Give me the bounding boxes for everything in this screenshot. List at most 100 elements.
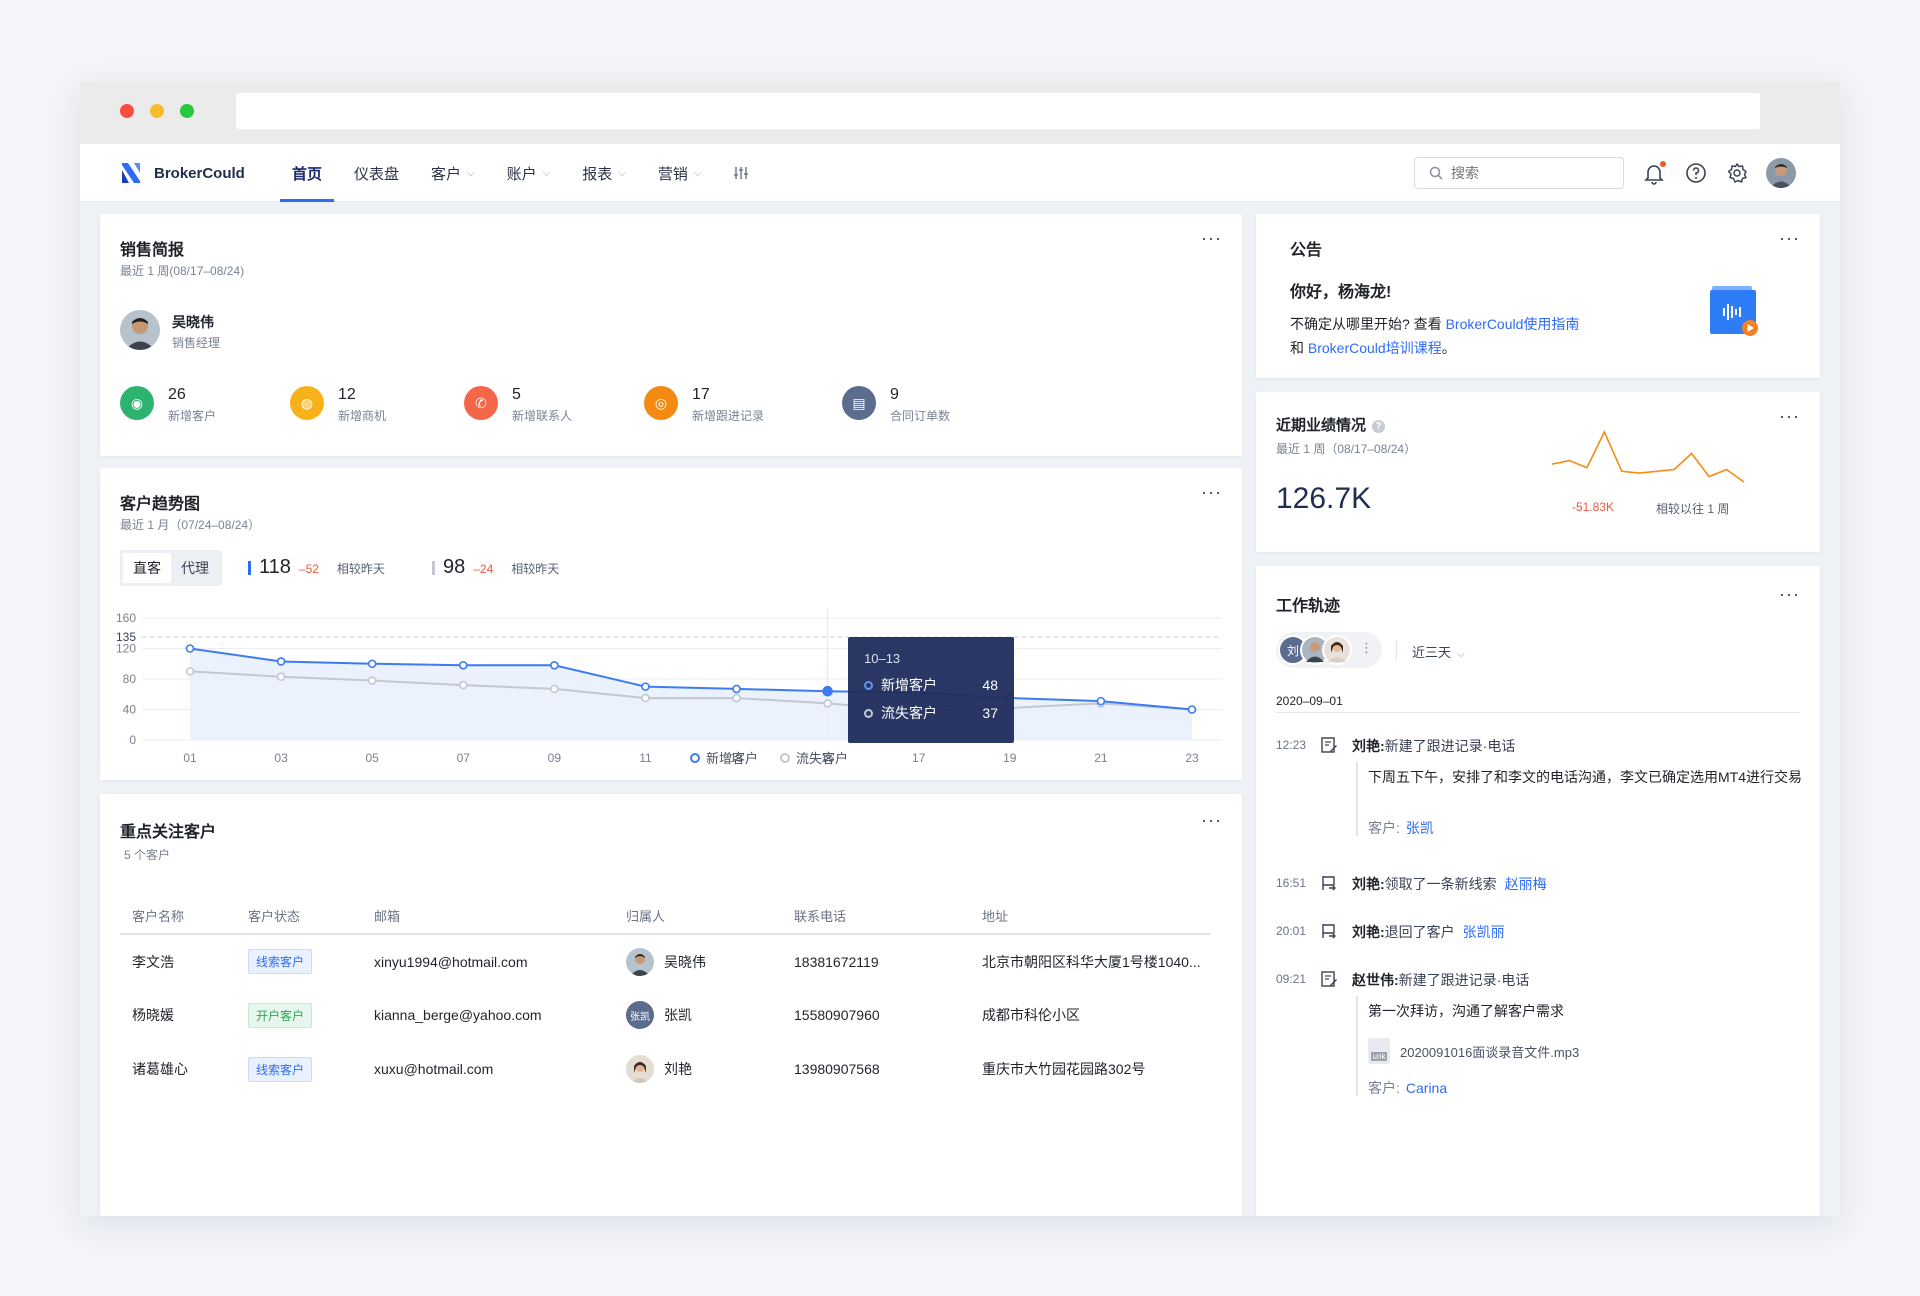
event-action: 新建了跟进记录·电话 (1398, 972, 1530, 988)
table-row[interactable]: 诸葛雄心 线索客户 xuxu@hotmail.com 刘艳 13980907568 重庆市… (120, 1042, 1210, 1096)
stat-value: 17 (692, 386, 710, 403)
data-point[interactable] (1187, 705, 1197, 714)
event-text: 赵世伟:新建了跟进记录·电话 (1352, 970, 1529, 990)
range-select[interactable]: 近三天 ⌵ (1412, 645, 1465, 660)
file-icon: unk (1368, 1038, 1390, 1064)
customer-name: 杨晓媛 (132, 1007, 174, 1023)
data-point[interactable] (641, 693, 650, 703)
column-header: 客户状态 (236, 898, 362, 935)
stat-label: 新增商机 (338, 409, 387, 423)
card-period: 最近 1 周(08/17–08/24) (120, 264, 245, 278)
stat-label: 新增客户 (168, 409, 217, 423)
customer-table: 客户名称 客户状态 邮箱 归属人 联系电话 地址 李文浩 线索客户 xinyu1994@hot… (120, 898, 1210, 1096)
settings-button[interactable] (1725, 161, 1749, 185)
trend-chart: 0 40 80 120 160 135 01 03 05 07 09 11 13 15 17 19 21 23 (116, 608, 1222, 765)
table-row[interactable]: 杨晓媛 开户客户 kianna_berge@yahoo.com 张凯 张凯 1558090… (120, 988, 1210, 1042)
performance-delta: -51.83K (1572, 500, 1615, 514)
data-point[interactable] (732, 684, 741, 694)
nav-item-3[interactable]: 账户 ⌵ (495, 144, 563, 202)
x-tick-label: 23 (1185, 751, 1199, 765)
search-input[interactable] (1451, 165, 1611, 181)
email-cell: xinyu1994@hotmail.com (374, 953, 528, 970)
divider (1396, 640, 1397, 660)
tooltip-label: 流失客户 (881, 705, 937, 721)
owner-name: 吴晓伟 (664, 953, 706, 970)
nav-item-0[interactable]: 首页 (280, 144, 335, 202)
stat-item: ◍ 12 新增商机 (290, 386, 386, 424)
guide-link[interactable]: BrokerCould使用指南 (1445, 316, 1580, 332)
event-detail: 第一次拜访，沟通了解客户需求 (1368, 1003, 1564, 1019)
x-tick-label: 01 (183, 751, 197, 765)
nav-item-2[interactable]: 客户 ⌵ (419, 144, 487, 202)
more-button[interactable]: ··· (1201, 810, 1222, 830)
brand-logo[interactable]: BrokerCould (120, 161, 245, 185)
event-link[interactable]: 赵丽梅 (1504, 876, 1547, 892)
data-point[interactable] (822, 685, 833, 697)
more-button[interactable]: ··· (1201, 228, 1222, 248)
data-point[interactable] (823, 699, 832, 708)
event-action: 领取了一条新线索 (1384, 876, 1497, 892)
status-cell: 线索客户 (236, 1042, 362, 1096)
address-bar[interactable] (236, 93, 1760, 129)
flag-icon (1320, 874, 1338, 892)
help-icon[interactable]: ? (1372, 419, 1386, 433)
event-link[interactable]: 张凯丽 (1462, 924, 1505, 940)
member-avatars[interactable]: 刘 ⋮ (1276, 632, 1382, 668)
data-point[interactable] (276, 657, 286, 666)
data-point[interactable] (732, 693, 741, 703)
gear-icon (1727, 163, 1747, 183)
maximize-window-button[interactable] (180, 104, 194, 118)
course-link[interactable]: BrokerCould培训课程 (1307, 340, 1442, 356)
event-actor: 刘艳: (1352, 924, 1385, 940)
location-icon: ◎ (644, 386, 678, 420)
chart-legend: 新增客户 流失客户 (690, 748, 848, 767)
address-cell: 成都市科伦小区 (982, 1007, 1080, 1023)
nav-customize-button[interactable] (721, 144, 761, 202)
data-point[interactable] (458, 660, 468, 670)
data-point[interactable] (458, 680, 468, 690)
owner-cell: 刘艳 (614, 1042, 782, 1096)
data-point[interactable] (367, 659, 377, 669)
more-button[interactable]: ··· (1779, 406, 1800, 426)
tab-agent[interactable]: 代理 (181, 560, 209, 576)
data-point[interactable] (641, 682, 650, 691)
owner: 刘艳 (626, 1055, 782, 1083)
table-row[interactable]: 李文浩 线索客户 xinyu1994@hotmail.com 吴晓伟 183816721… (120, 934, 1210, 988)
sliders-icon (734, 167, 749, 179)
tab-direct[interactable]: 直客 (123, 553, 171, 583)
nav-item-5[interactable]: 营销 ⌵ (646, 144, 714, 202)
more-button[interactable]: ··· (1201, 482, 1222, 502)
card-title: 销售简报 (120, 242, 185, 259)
data-point[interactable] (185, 644, 195, 653)
search-box[interactable] (1414, 157, 1624, 189)
nav-item-4[interactable]: 报表 ⌵ (570, 144, 638, 202)
phone-cell: 13980907568 (794, 1061, 880, 1077)
legend-item[interactable]: 新增客户 (690, 748, 758, 767)
status-cell: 线索客户 (236, 934, 362, 988)
legend-item[interactable]: 流失客户 (780, 748, 848, 767)
column-header: 邮箱 (362, 898, 614, 935)
data-point[interactable] (185, 667, 195, 676)
attachment[interactable]: unk 2020091016面谈录音文件.mp3 (1368, 1038, 1579, 1064)
data-point[interactable] (550, 684, 559, 694)
nav-item-1[interactable]: 仪表盘 (342, 144, 411, 202)
announcement-card: 公告 ··· 你好，杨海龙! 不确定从哪里开始? 查看 BrokerCould使… (1256, 214, 1820, 378)
x-tick-label: 21 (1094, 751, 1108, 765)
notification-button[interactable] (1642, 161, 1666, 185)
avatar: 张凯 (626, 1001, 654, 1029)
sparkline (1551, 430, 1745, 483)
customer-link[interactable]: 张凯 (1405, 820, 1434, 836)
more-button[interactable]: ··· (1779, 584, 1800, 604)
close-window-button[interactable] (120, 104, 134, 118)
owner-name: 刘艳 (664, 1061, 692, 1077)
more-button[interactable]: ··· (1779, 228, 1800, 248)
lightbulb-icon: ◍ (290, 386, 324, 420)
help-button[interactable] (1684, 161, 1708, 185)
data-point[interactable] (550, 660, 559, 670)
data-point[interactable] (367, 676, 377, 685)
user-avatar[interactable] (1766, 158, 1796, 188)
minimize-window-button[interactable] (150, 104, 164, 118)
customer-link[interactable]: Carina (1405, 1080, 1448, 1096)
data-point[interactable] (276, 672, 286, 682)
data-point[interactable] (1096, 696, 1106, 706)
